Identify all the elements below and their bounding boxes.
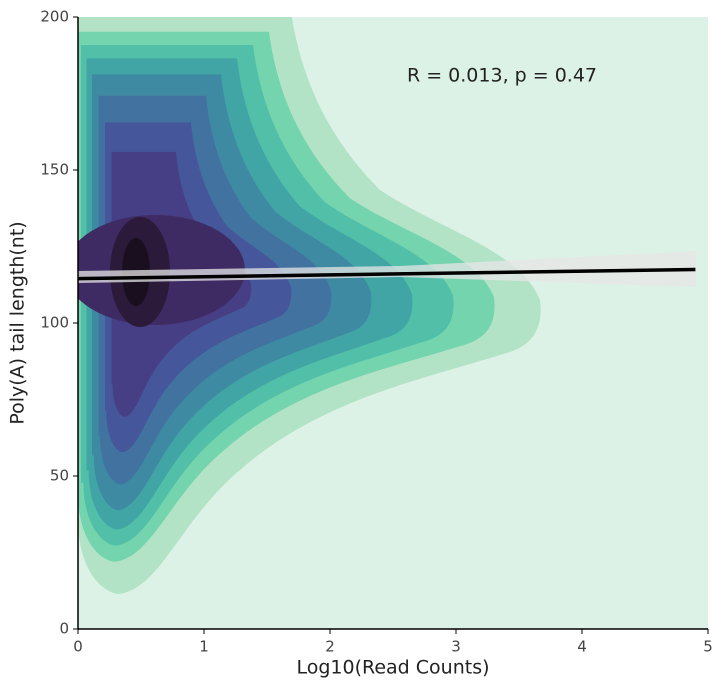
x-tick-label: 0: [73, 638, 83, 656]
y-axis-label: Poly(A) tail length(nt): [7, 221, 29, 424]
x-tick-label: 4: [577, 638, 587, 656]
x-axis-label: Log10(Read Counts): [296, 657, 489, 679]
y-tick-label: 150: [40, 161, 69, 179]
x-tick-label: 1: [199, 638, 209, 656]
regression-line: [77, 267, 696, 281]
x-tick-label: 3: [451, 638, 461, 656]
x-tick-label: 5: [703, 638, 713, 656]
y-tick-label: 0: [59, 620, 69, 638]
y-tick-label: 200: [40, 8, 69, 26]
annotation: R = 0.013, p = 0.47: [407, 65, 597, 87]
y-tick-label: 50: [50, 467, 69, 485]
x-tick-label: 2: [325, 638, 335, 656]
y-tick-label: 100: [40, 314, 69, 332]
